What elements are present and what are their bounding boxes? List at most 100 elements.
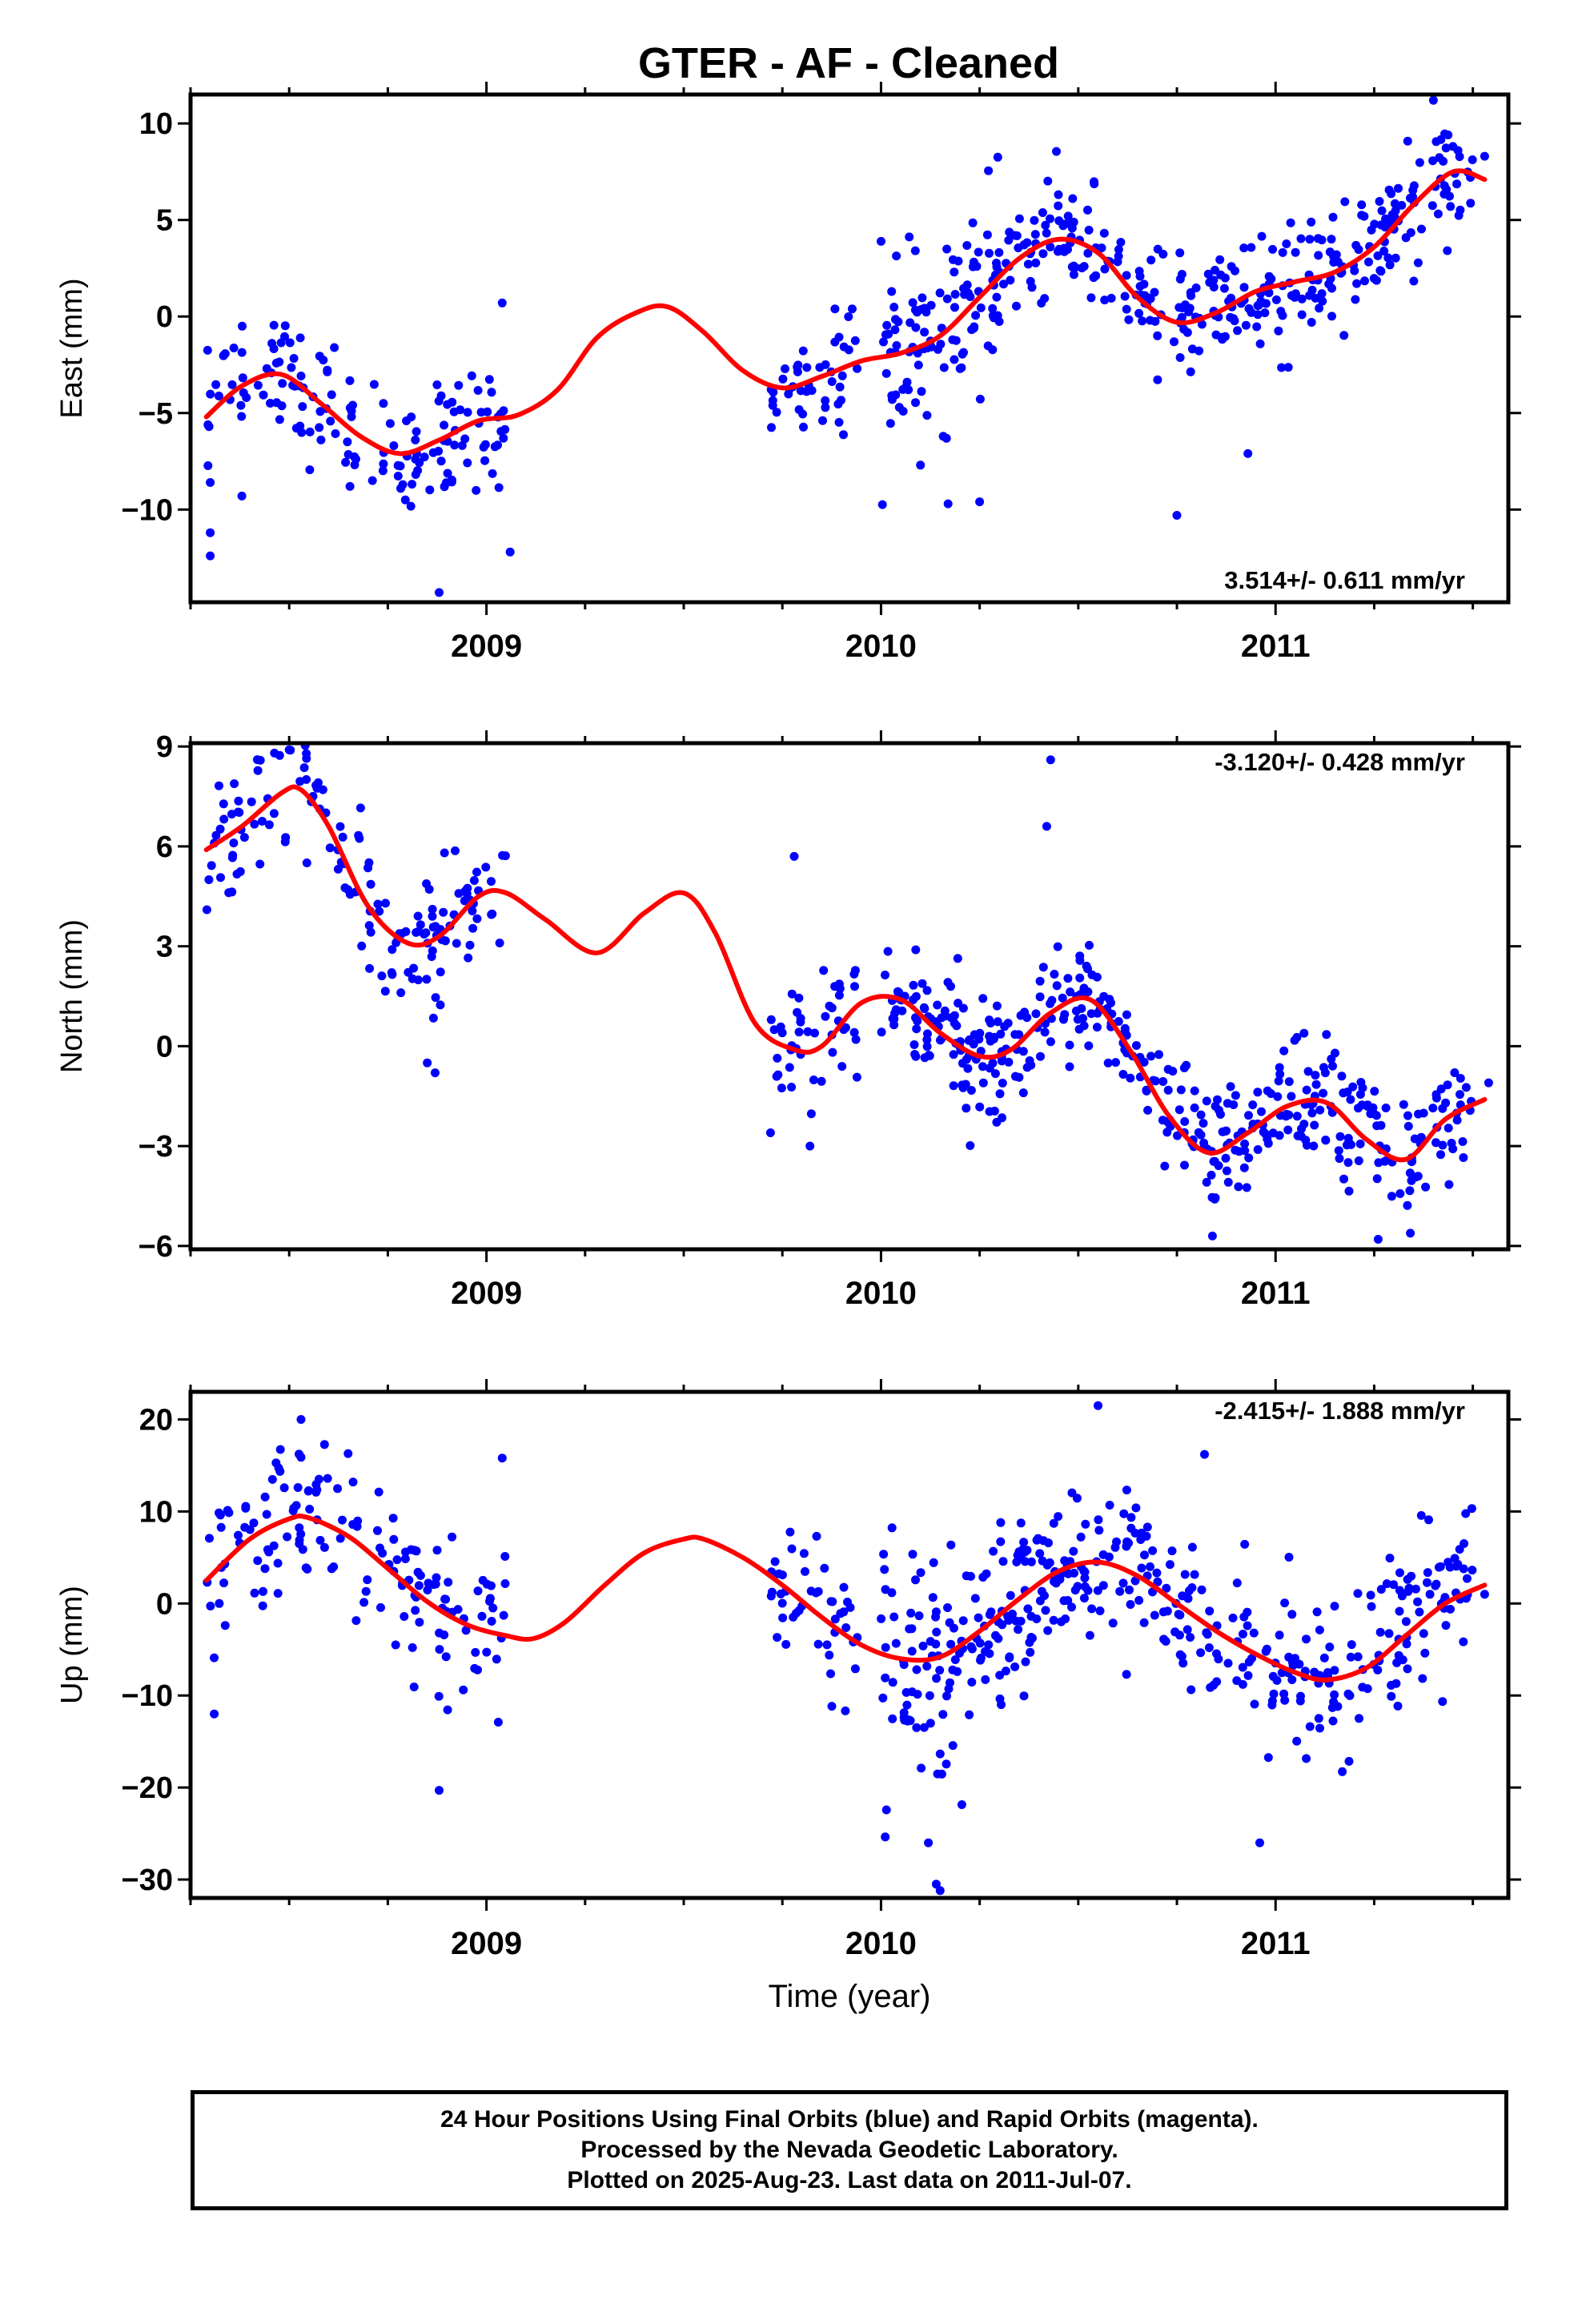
- data-point: [1186, 1633, 1195, 1642]
- data-point: [1026, 1557, 1036, 1566]
- data-point: [1177, 270, 1186, 279]
- data-point: [1273, 1092, 1283, 1101]
- data-point: [255, 859, 265, 869]
- data-point: [1428, 156, 1438, 166]
- data-point: [1063, 211, 1073, 221]
- data-point: [448, 1532, 457, 1542]
- data-point: [1260, 1129, 1270, 1138]
- north-y-axis-label: North (mm): [55, 919, 89, 1073]
- data-point: [912, 1723, 921, 1732]
- data-point: [1094, 1515, 1103, 1525]
- data-point: [1026, 1633, 1036, 1642]
- data-point: [837, 396, 845, 405]
- data-point: [275, 1445, 285, 1454]
- data-point: [978, 994, 988, 1003]
- data-point: [488, 909, 497, 919]
- data-point: [1351, 295, 1360, 304]
- data-point: [205, 1534, 214, 1543]
- data-point: [1036, 1051, 1045, 1061]
- data-point: [1085, 1630, 1094, 1640]
- data-point: [881, 1642, 890, 1652]
- data-point: [1135, 282, 1145, 291]
- data-point: [984, 1640, 994, 1650]
- data-point: [404, 967, 413, 977]
- data-point: [1275, 1063, 1284, 1072]
- data-point: [428, 904, 437, 914]
- data-point: [247, 797, 256, 806]
- data-point: [935, 288, 945, 298]
- data-point: [202, 905, 211, 915]
- data-point: [992, 1001, 1002, 1011]
- data-point: [1372, 1174, 1382, 1184]
- y-tick-label: 5: [156, 204, 173, 238]
- data-point: [1122, 1010, 1131, 1019]
- data-point: [978, 1078, 988, 1088]
- data-point: [444, 1578, 453, 1587]
- data-point: [891, 1005, 901, 1015]
- data-point: [1339, 1088, 1348, 1098]
- data-point: [1373, 251, 1383, 260]
- data-point: [1411, 1584, 1420, 1594]
- data-point: [851, 1035, 861, 1044]
- data-point: [1182, 1060, 1191, 1070]
- data-point: [279, 1483, 289, 1493]
- data-point: [1244, 1111, 1253, 1120]
- data-point: [943, 1603, 952, 1612]
- data-point: [211, 380, 221, 389]
- data-point: [396, 988, 406, 998]
- data-point: [330, 343, 339, 352]
- data-point: [821, 403, 830, 412]
- data-point: [890, 325, 900, 335]
- data-point: [443, 400, 452, 409]
- data-point: [1231, 1091, 1240, 1100]
- data-point: [329, 1562, 339, 1571]
- data-point: [1283, 1125, 1293, 1135]
- data-point: [1327, 283, 1336, 293]
- data-point: [1125, 1585, 1134, 1594]
- x-tick-label: 2009: [451, 1276, 522, 1311]
- data-point: [381, 899, 390, 908]
- data-point: [1355, 1714, 1363, 1723]
- data-point: [964, 1035, 974, 1045]
- data-point: [291, 1501, 301, 1510]
- data-point: [1085, 940, 1094, 950]
- data-point: [1307, 318, 1316, 327]
- data-point: [1090, 177, 1098, 187]
- data-point: [1012, 1558, 1022, 1566]
- data-point: [264, 1547, 274, 1557]
- data-point: [1035, 992, 1045, 1002]
- data-point: [315, 352, 324, 361]
- data-point: [994, 247, 1004, 257]
- data-point: [1325, 1642, 1335, 1652]
- data-point: [1287, 1092, 1296, 1101]
- data-point: [408, 1642, 417, 1652]
- data-point: [821, 360, 830, 369]
- data-point: [387, 970, 397, 979]
- data-point: [1438, 1697, 1447, 1707]
- data-point: [877, 1027, 886, 1037]
- data-point: [1393, 1701, 1403, 1711]
- data-point: [440, 1630, 449, 1639]
- data-point: [1240, 1139, 1250, 1148]
- data-point: [1439, 181, 1449, 191]
- data-point: [428, 911, 437, 921]
- data-point: [819, 966, 829, 975]
- data-point: [1302, 1754, 1311, 1763]
- data-point: [1360, 276, 1369, 286]
- data-point: [295, 1539, 304, 1549]
- data-point: [1042, 822, 1051, 831]
- data-point: [1314, 1714, 1323, 1723]
- data-point: [1274, 326, 1283, 336]
- data-point: [1016, 1518, 1026, 1528]
- data-point: [1243, 1671, 1253, 1680]
- data-point: [1105, 1501, 1114, 1510]
- data-point: [1403, 1111, 1412, 1120]
- data-point: [253, 380, 263, 390]
- data-point: [942, 294, 952, 304]
- data-point: [413, 1567, 423, 1577]
- data-point: [1124, 315, 1134, 324]
- data-point: [311, 1487, 321, 1497]
- data-point: [908, 298, 917, 308]
- data-point: [887, 287, 897, 296]
- data-point: [879, 1550, 889, 1559]
